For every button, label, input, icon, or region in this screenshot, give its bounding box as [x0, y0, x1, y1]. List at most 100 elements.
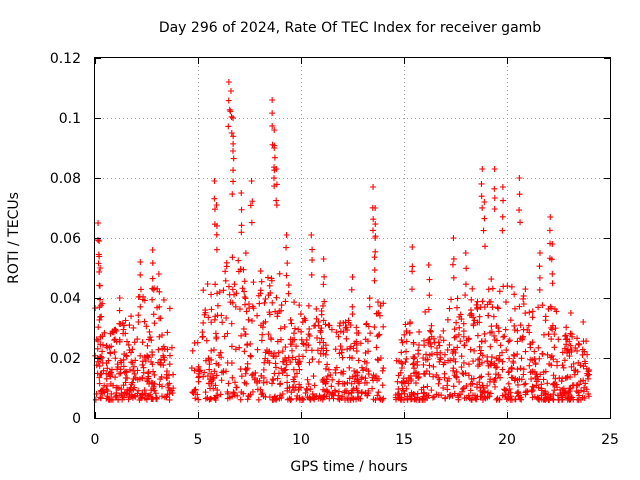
data-point — [99, 348, 106, 355]
data-point — [120, 363, 127, 370]
data-point — [370, 396, 377, 403]
data-point — [321, 273, 328, 280]
data-point — [462, 281, 469, 288]
data-point — [499, 358, 506, 365]
data-point — [191, 367, 198, 374]
data-point — [121, 369, 128, 376]
y-tick-label: 0 — [72, 411, 81, 427]
data-point — [325, 389, 332, 396]
data-point — [150, 286, 157, 293]
data-point — [236, 306, 243, 313]
data-point — [584, 372, 591, 379]
data-point — [273, 197, 280, 204]
data-point-peak — [450, 235, 457, 241]
data-point — [192, 395, 199, 402]
data-point — [493, 322, 500, 329]
data-point — [283, 272, 290, 279]
data-point — [568, 348, 575, 355]
data-point — [406, 320, 413, 327]
data-point — [374, 333, 381, 340]
data-point — [257, 322, 264, 329]
data-point — [403, 355, 410, 362]
data-point — [222, 277, 229, 284]
data-point — [324, 388, 331, 395]
data-point — [484, 301, 491, 308]
data-point — [461, 342, 468, 349]
data-point — [335, 380, 342, 387]
plot-frame — [94, 57, 611, 419]
data-point — [420, 361, 427, 368]
data-point — [286, 395, 293, 402]
data-point — [447, 357, 454, 364]
data-point — [379, 382, 386, 389]
data-point — [536, 263, 543, 270]
data-point — [566, 394, 573, 401]
data-point — [271, 175, 278, 182]
data-point — [292, 384, 299, 391]
data-point — [310, 394, 317, 401]
data-point — [566, 338, 573, 345]
data-point — [255, 292, 262, 299]
data-point — [231, 379, 238, 386]
data-point — [367, 330, 374, 337]
data-point — [502, 326, 509, 333]
data-point — [320, 394, 327, 401]
data-point-peak — [211, 178, 218, 184]
data-point — [120, 326, 127, 333]
data-point — [241, 278, 248, 285]
data-point-peak — [137, 259, 144, 265]
data-point — [501, 333, 508, 340]
data-point — [96, 304, 103, 311]
data-point — [166, 305, 173, 312]
data-point — [501, 386, 508, 393]
data-point — [320, 317, 327, 324]
x-tick-label: 5 — [194, 432, 203, 448]
data-point — [496, 288, 503, 295]
data-point — [147, 391, 154, 398]
data-point — [212, 281, 219, 288]
grid-layer — [95, 58, 610, 418]
data-point — [348, 286, 355, 293]
data-point — [317, 327, 324, 334]
data-point — [314, 347, 321, 354]
x-tick-label: 10 — [292, 432, 310, 448]
data-point — [132, 374, 139, 381]
data-point — [499, 213, 506, 220]
data-point — [403, 385, 410, 392]
data-point — [349, 373, 356, 380]
data-point — [531, 393, 538, 400]
data-point — [210, 346, 217, 353]
data-point — [108, 366, 115, 373]
data-point — [202, 309, 209, 316]
data-point — [290, 330, 297, 337]
data-point — [480, 227, 487, 234]
data-point — [570, 360, 577, 367]
data-point — [336, 322, 343, 329]
data-point — [243, 366, 250, 373]
data-point — [566, 385, 573, 392]
data-point — [454, 304, 461, 311]
data-point — [458, 364, 465, 371]
data-point — [372, 248, 379, 255]
data-point — [313, 305, 320, 312]
data-point-peak — [547, 214, 554, 220]
data-point — [229, 254, 236, 261]
data-point — [151, 320, 158, 327]
data-point — [514, 390, 521, 397]
data-point — [348, 389, 355, 396]
data-point — [328, 326, 335, 333]
data-point — [491, 195, 498, 202]
data-point — [376, 312, 383, 319]
data-point — [318, 335, 325, 342]
data-point — [96, 282, 103, 289]
data-point — [444, 346, 451, 353]
data-point — [192, 386, 199, 393]
data-point — [97, 333, 104, 340]
data-point — [273, 294, 280, 301]
data-point — [254, 312, 261, 319]
data-point — [238, 206, 245, 213]
data-point — [292, 356, 299, 363]
data-point — [160, 296, 167, 303]
data-point — [141, 387, 148, 394]
data-point — [380, 323, 387, 330]
